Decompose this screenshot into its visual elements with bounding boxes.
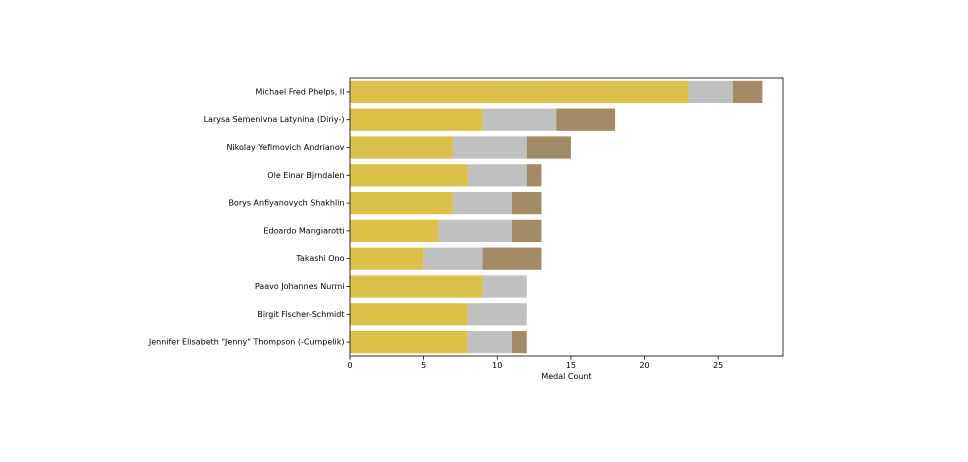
y-axis: Michael Fred Phelps, II Larysa Semenivna … [148,87,350,347]
x-tick-label: 10 [492,361,502,370]
bar-birgit-fischer-schmidt-segment-1 [350,303,468,326]
bar-borys-anfiyanovych-shakhlin-segment-2 [453,191,513,215]
bar-takashi-ono-segment-2 [423,247,483,270]
y-tick-label: Jennifer Elisabeth "Jenny" Thompson (-Cu… [148,338,345,347]
bar-birgit-fischer-schmidt-segment-2 [467,303,527,326]
bar-paavo-johannes-nurmi-segment-2 [482,275,527,298]
y-tick-label: Larysa Semenivna Latynina (Diriy-) [204,115,345,124]
bar-paavo-johannes-nurmi-segment-1 [350,275,483,298]
plot-frame [349,77,784,357]
bar-ole-einar-bjrndalen-segment-2 [467,164,527,187]
bar-larysa-semenivna-latynina-diriy-segment-1 [350,108,483,131]
bar-edoardo-mangiarotti-segment-3 [512,219,542,243]
y-tick-label: Nikolay Yefimovich Andrianov [226,143,344,152]
x-axis-label: Medal Count [541,372,591,381]
y-tick-label: Borys Anfiyanovych Shakhlin [228,199,344,208]
bar-michael-fred-phelps-ii-segment-3 [732,80,763,104]
bar-nikolay-yefimovich-andrianov-segment-3 [526,136,571,159]
bar-jennifer-elisabeth-jenny-thompson-cumpelik-segment-1 [350,330,468,354]
bar-michael-fred-phelps-ii-segment-1 [350,80,689,104]
y-tick-label: Birgit Fischer-Schmidt [257,310,344,319]
bar-jennifer-elisabeth-jenny-thompson-cumpelik-segment-3 [512,330,527,354]
bar-edoardo-mangiarotti-segment-1 [350,219,439,243]
bar-borys-anfiyanovych-shakhlin-segment-1 [350,191,454,215]
y-tick-label: Ole Einar Bjrndalen [267,171,344,180]
bar-michael-fred-phelps-ii-segment-2 [688,80,733,104]
bar-larysa-semenivna-latynina-diriy-segment-3 [556,108,616,131]
x-axis: 0 5 10 15 20 25 [347,356,723,370]
bar-jennifer-elisabeth-jenny-thompson-cumpelik-segment-2 [467,330,513,354]
bar-borys-anfiyanovych-shakhlin-segment-3 [512,191,542,215]
x-tick-label: 20 [639,361,649,370]
bar-edoardo-mangiarotti-segment-2 [438,219,513,243]
bar-takashi-ono-segment-3 [482,247,542,270]
y-tick-label: Takashi Ono [295,254,344,263]
bar-nikolay-yefimovich-andrianov-segment-1 [350,136,454,159]
x-tick-label: 15 [566,361,576,370]
bar-ole-einar-bjrndalen-segment-1 [350,164,468,187]
bars-layer [350,80,763,354]
y-tick-label: Edoardo Mangiarotti [263,226,344,235]
bar-ole-einar-bjrndalen-segment-3 [526,164,542,187]
y-tick-label: Michael Fred Phelps, II [256,87,345,96]
x-tick-label: 0 [347,361,352,370]
bar-takashi-ono-segment-1 [350,247,424,270]
bar-nikolay-yefimovich-andrianov-segment-2 [453,136,527,159]
bar-larysa-semenivna-latynina-diriy-segment-2 [482,108,557,131]
x-tick-label: 25 [713,361,723,370]
y-tick-label: Paavo Johannes Nurmi [255,282,345,291]
x-tick-label: 5 [421,361,426,370]
